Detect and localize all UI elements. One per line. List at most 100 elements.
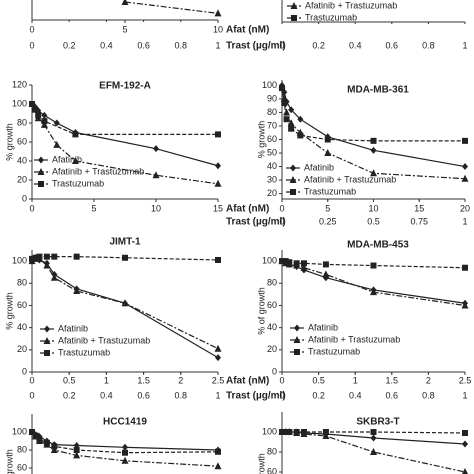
marker	[370, 429, 377, 435]
marker	[121, 299, 129, 307]
x2-tick-label: 0.8	[175, 390, 188, 400]
y-tick-label: 0	[22, 366, 27, 376]
marker	[51, 443, 58, 450]
marker	[370, 137, 377, 144]
y-tick-label: 40	[267, 322, 277, 332]
y-tick-label: 60	[17, 462, 27, 472]
x2-tick-label: 0.4	[349, 40, 362, 50]
series-line	[31, 256, 219, 261]
marker	[73, 447, 80, 453]
marker	[215, 448, 221, 455]
x2-tick-label: 1	[462, 216, 467, 226]
x2-tick-label: 0.4	[349, 390, 362, 400]
marker	[286, 259, 293, 266]
y-axis-label: % growth	[4, 123, 14, 161]
x2-tick-label: 0.2	[63, 390, 76, 400]
x2-tick-label: 0.8	[422, 40, 435, 50]
series-line	[31, 431, 219, 467]
marker	[215, 162, 221, 170]
y-tick-label: 0	[272, 366, 277, 376]
legend-marker	[294, 324, 300, 332]
legend-marker	[38, 181, 44, 187]
x2-tick-label: 0.25	[319, 216, 337, 226]
y-tick-label: 100	[12, 426, 27, 436]
marker	[73, 451, 81, 459]
x-axis-label: Afat (nM)	[226, 376, 269, 387]
y-tick-label: 100	[12, 255, 27, 265]
legend-marker	[43, 337, 51, 344]
x2-tick-label: 0.8	[175, 40, 188, 50]
chart-title: SKBR3-T	[356, 417, 399, 428]
marker	[40, 120, 48, 128]
marker	[215, 131, 221, 138]
marker	[36, 436, 43, 443]
y-tick-label: 60	[267, 300, 277, 310]
marker	[370, 169, 377, 177]
y-tick-label: 100	[262, 80, 277, 90]
x-tick-label: 0	[29, 203, 34, 213]
y-tick-label: 60	[17, 300, 27, 310]
marker	[122, 443, 128, 451]
legend-marker	[291, 15, 297, 21]
y-tick-label: 40	[17, 322, 27, 332]
marker	[279, 429, 285, 435]
x2-tick-label: 1	[215, 40, 220, 50]
x2-tick-label: 0.6	[137, 390, 150, 400]
legend-label: Afatinib + Trastuzumab	[304, 174, 396, 184]
marker	[462, 137, 468, 144]
marker	[461, 301, 469, 309]
marker	[53, 119, 60, 127]
y-axis-label: % of growth	[256, 287, 266, 335]
legend-label: Trastuzumab	[58, 347, 110, 357]
x2-axis-label: Trast (µg/ml)	[226, 217, 286, 228]
marker	[283, 116, 290, 123]
legend-marker	[44, 325, 50, 333]
marker	[73, 287, 81, 295]
x-tick-label: 10	[213, 24, 223, 34]
chart-title: MDA-MB-453	[347, 240, 409, 251]
x-tick-label: 5	[91, 203, 96, 213]
marker	[41, 111, 48, 119]
y-tick-label: 30	[267, 174, 277, 184]
legend-marker	[44, 350, 50, 356]
x2-tick-label: 0.75	[410, 216, 428, 226]
marker	[72, 131, 79, 138]
marker	[297, 132, 304, 139]
legend-marker	[293, 336, 301, 343]
y-tick-label: 60	[17, 136, 27, 146]
series-line	[31, 103, 218, 135]
y-tick-label: 80	[267, 278, 277, 288]
marker	[50, 273, 58, 281]
marker	[153, 145, 159, 153]
y-tick-label: 40	[17, 155, 27, 165]
marker	[43, 253, 50, 260]
legend-label: Afatinib	[58, 323, 88, 333]
marker	[29, 255, 35, 262]
marker	[300, 263, 308, 271]
legend-marker	[37, 168, 45, 175]
marker	[281, 99, 288, 106]
chart-title: HCC1419	[103, 417, 147, 428]
x2-tick-label: 0.6	[386, 40, 399, 50]
marker	[214, 344, 222, 352]
x-tick-label: 2.5	[212, 375, 225, 385]
y-tick-label: 100	[12, 98, 27, 108]
marker	[462, 440, 468, 448]
series-line	[124, 1, 219, 14]
legend-marker	[290, 2, 298, 9]
x2-tick-label: 0	[279, 216, 284, 226]
marker	[462, 430, 468, 436]
y-axis-label: % growth	[4, 292, 14, 330]
x-tick-label: 0	[29, 24, 34, 34]
x-tick-label: 1	[104, 375, 109, 385]
legend-label: Trastuzumab	[305, 12, 357, 22]
x-tick-label: 15	[213, 203, 223, 213]
chart-title: JIMT-1	[109, 237, 141, 248]
x2-tick-label: 0.5	[367, 216, 380, 226]
marker	[215, 354, 221, 362]
marker	[282, 429, 289, 435]
series-line	[281, 85, 466, 168]
x-axis-label: Afat (nM)	[226, 25, 269, 36]
marker	[36, 253, 43, 260]
marker	[324, 136, 331, 143]
